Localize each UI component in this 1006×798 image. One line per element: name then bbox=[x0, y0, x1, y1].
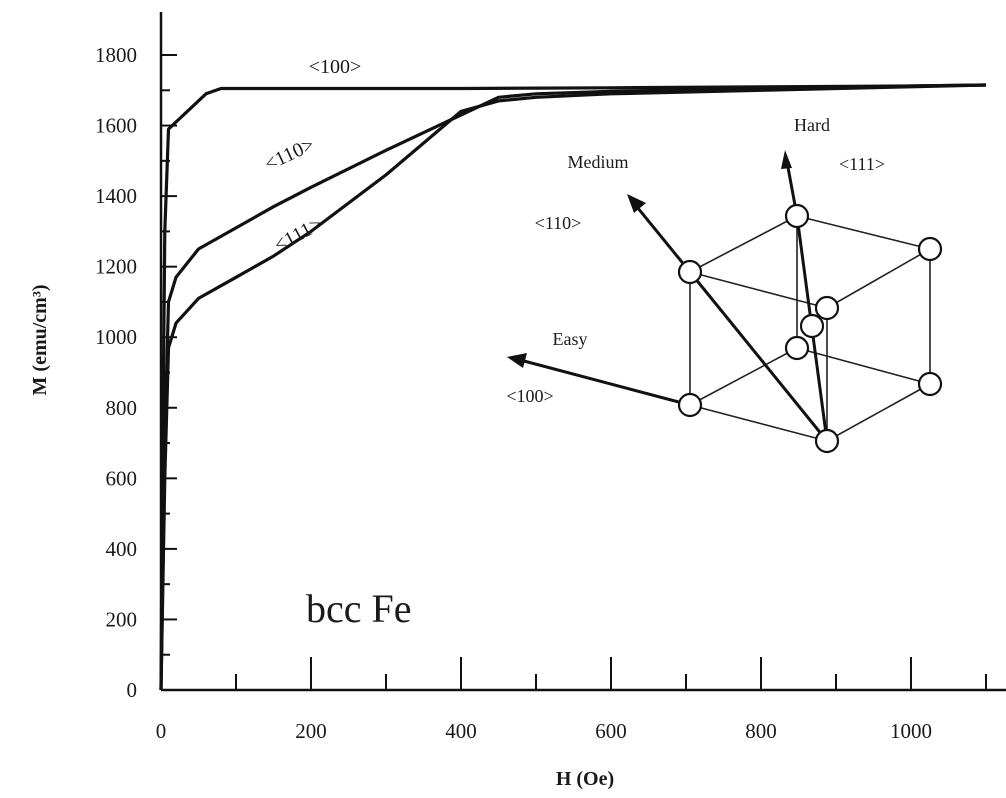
x-tick-label: 200 bbox=[295, 719, 327, 743]
medium-direction-arrow bbox=[631, 201, 692, 273]
material-annotation: bcc Fe bbox=[306, 586, 412, 631]
y-tick-label: 1200 bbox=[95, 255, 137, 279]
cube-edge bbox=[826, 248, 931, 309]
series-line-0 bbox=[159, 83, 987, 691]
y-tick-label: 1400 bbox=[95, 184, 137, 208]
cube-edge bbox=[689, 215, 798, 273]
x-axis-title: H (Oe) bbox=[556, 768, 614, 790]
series-label-100: <100> bbox=[309, 56, 362, 78]
axes-layer: 0 200 400 600 800 1000 1200 1400 1600 1800 0 200 400… bbox=[95, 12, 1006, 743]
y-tick-label: 1000 bbox=[95, 325, 137, 349]
cube-edge bbox=[689, 404, 828, 442]
bcc-cube-inset: Medium <110> Easy <100> Hard <111> bbox=[506, 115, 943, 454]
easy-arrowhead bbox=[507, 353, 527, 368]
y-tick-label: 600 bbox=[106, 466, 138, 490]
series-label-110: <110> bbox=[261, 134, 317, 176]
y-axis-title: M (emu/cm³) bbox=[29, 285, 51, 396]
atom-corner bbox=[814, 295, 840, 321]
x-tick-label: 600 bbox=[595, 719, 627, 743]
atom-corner bbox=[917, 371, 943, 397]
y-tick-label: 0 bbox=[127, 678, 138, 702]
atom-corner bbox=[677, 392, 703, 418]
series-layer bbox=[159, 83, 987, 691]
cube-edge-hidden bbox=[796, 347, 931, 385]
cube-edge bbox=[826, 383, 931, 442]
x-tick-label: 1000 bbox=[890, 719, 932, 743]
cube-edge-hidden bbox=[689, 347, 798, 406]
cube-edge bbox=[796, 215, 931, 250]
series-line-1 bbox=[159, 83, 987, 691]
y-tick-label: 1800 bbox=[95, 43, 137, 67]
medium-arrowhead bbox=[627, 194, 646, 213]
easy-direction-label: <100> bbox=[506, 386, 553, 406]
atom-center bbox=[799, 313, 825, 339]
medium-direction-label: <110> bbox=[535, 213, 582, 233]
easy-label: Easy bbox=[553, 329, 588, 349]
atom-corner bbox=[677, 259, 703, 285]
x-tick-label: 0 bbox=[156, 719, 167, 743]
series-line-2 bbox=[159, 83, 987, 691]
hard-arrowhead bbox=[781, 150, 792, 169]
x-tick-label: 400 bbox=[445, 719, 477, 743]
hard-direction-label: <111> bbox=[839, 154, 885, 174]
y-tick-label: 1600 bbox=[95, 114, 137, 138]
atom-corner bbox=[784, 335, 810, 361]
y-tick-label: 400 bbox=[106, 537, 138, 561]
medium-diagonal bbox=[688, 271, 829, 442]
atom-corner bbox=[917, 236, 943, 262]
y-tick-label: 200 bbox=[106, 607, 138, 631]
hard-label: Hard bbox=[794, 115, 830, 135]
series-label-111: <111> bbox=[270, 213, 325, 256]
atom-corner bbox=[814, 428, 840, 454]
y-tick-label: 800 bbox=[106, 396, 138, 420]
easy-direction-arrow bbox=[523, 359, 691, 407]
medium-label: Medium bbox=[568, 152, 629, 172]
cube-edge bbox=[689, 271, 828, 309]
x-tick-label: 800 bbox=[745, 719, 777, 743]
atom-corner bbox=[784, 203, 810, 229]
